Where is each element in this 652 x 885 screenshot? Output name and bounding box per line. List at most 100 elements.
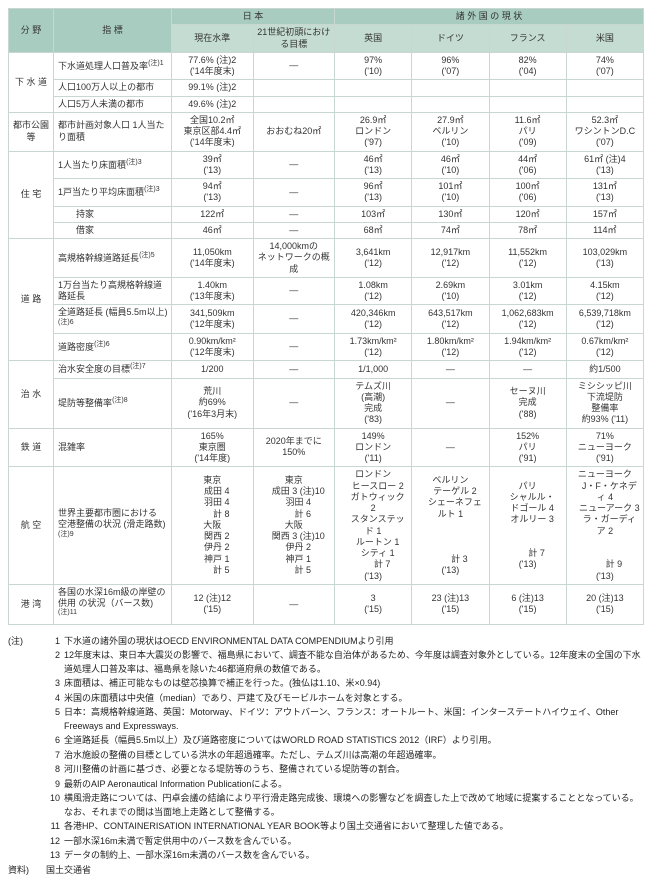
category-cell: 道 路 <box>9 239 54 361</box>
value-cell: 3.01km ('12) <box>489 277 566 305</box>
value-cell: — <box>253 584 335 624</box>
value-cell: 152% パリ ('91) <box>489 428 566 467</box>
indicator-cell: 堤防等整備率(注)8 <box>54 378 172 428</box>
value-cell: 1/200 <box>172 361 254 378</box>
value-cell: 1.73km/km² ('12) <box>335 333 412 361</box>
value-cell: 120㎡ <box>489 206 566 222</box>
note-item: 6全道路延長（幅員5.5m以上）及び道路密度についてはWORLD ROAD ST… <box>46 734 644 748</box>
category-cell: 都市公園等 <box>9 112 54 151</box>
value-cell: — <box>253 361 335 378</box>
value-cell: 23 (注)13 ('15) <box>412 584 489 624</box>
header-uk: 英国 <box>335 25 412 53</box>
value-cell: 82% ('04) <box>489 52 566 80</box>
value-cell: 1.80km/km² ('12) <box>412 333 489 361</box>
value-cell: パリ シャルル・ ドゴール 4 オルリー 3 計 7 ('13) <box>489 467 566 585</box>
value-cell: テムズ川 (高潮) 完成 ('83) <box>335 378 412 428</box>
value-cell: 11,552km ('12) <box>489 239 566 278</box>
value-cell: 74㎡ <box>412 222 489 238</box>
indicator-cell: 各国の水深16m級の岸壁の供用 の状況（バース数)(注)11 <box>54 584 172 624</box>
value-cell: — <box>253 277 335 305</box>
table-row: 港 湾各国の水深16m級の岸壁の供用 の状況（バース数)(注)1112 (注)1… <box>9 584 644 624</box>
notes-label: (注) <box>8 635 46 864</box>
value-cell: 71% ニューヨーク ('91) <box>566 428 643 467</box>
indicator-cell: 治水安全度の目標(注)7 <box>54 361 172 378</box>
value-cell: — <box>412 378 489 428</box>
category-cell: 港 湾 <box>9 584 54 624</box>
indicator-cell: 世界主要都市圏における 空港整備の状況 (滑走路数)(注)9 <box>54 467 172 585</box>
value-cell: 96㎡ ('13) <box>335 179 412 207</box>
value-cell: 46㎡ <box>172 222 254 238</box>
note-item: 4米国の床面積は中央値（median）であり、戸建て及びモービルホームを対象とす… <box>46 692 644 706</box>
value-cell <box>489 96 566 112</box>
note-item: 13データの制約上、一部水深16m未満のバース数を含んでいる。 <box>46 849 644 863</box>
table-row: 都市公園等都市計画対象人口 1人当たり面積全国10.2㎡ 東京区部4.4㎡ ('… <box>9 112 644 151</box>
notes-list: 1下水道の諸外国の現状はOECD ENVIRONMENTAL DATA COMP… <box>46 635 644 864</box>
value-cell: 46㎡ ('13) <box>335 151 412 179</box>
indicator-cell: 下水道処理人口普及率(注)1 <box>54 52 172 80</box>
value-cell: — <box>253 151 335 179</box>
value-cell <box>566 80 643 96</box>
source-label: 資料) <box>8 864 46 878</box>
value-cell: 122㎡ <box>172 206 254 222</box>
value-cell: 3 ('15) <box>335 584 412 624</box>
value-cell: 420,346km ('12) <box>335 305 412 334</box>
value-cell: 11,050km ('14年度末) <box>172 239 254 278</box>
value-cell: — <box>253 378 335 428</box>
value-cell: 2.69km ('10) <box>412 277 489 305</box>
value-cell: 68㎡ <box>335 222 412 238</box>
table-row: 治 水治水安全度の目標(注)71/200—1/1,000——約1/500 <box>9 361 644 378</box>
value-cell: 165% 東京圏 ('14年度) <box>172 428 254 467</box>
category-cell: 航 空 <box>9 467 54 585</box>
source-text: 国土交通省 <box>46 864 644 878</box>
note-item: 11各港HP、CONTAINERISATION INTERNATIONAL YE… <box>46 820 644 834</box>
value-cell <box>253 96 335 112</box>
note-item: 12一部水深16m未満で暫定供用中のバース数を含んでいる。 <box>46 835 644 849</box>
value-cell <box>412 80 489 96</box>
value-cell: 1.94km/km² ('12) <box>489 333 566 361</box>
table-row: 下 水 道下水道処理人口普及率(注)177.6% (注)2 ('14年度末)—9… <box>9 52 644 80</box>
table-row: 堤防等整備率(注)8荒川 約69% ('16年3月末)—テムズ川 (高潮) 完成… <box>9 378 644 428</box>
value-cell: 約1/500 <box>566 361 643 378</box>
indicator-cell: 持家 <box>54 206 172 222</box>
value-cell: 2020年までに 150% <box>253 428 335 467</box>
indicator-cell: 道路密度(注)6 <box>54 333 172 361</box>
value-cell: — <box>412 428 489 467</box>
header-current: 現在水準 <box>172 25 254 53</box>
value-cell: 157㎡ <box>566 206 643 222</box>
value-cell: 52.3㎡ ワシントンD.C ('07) <box>566 112 643 151</box>
value-cell: 101㎡ ('10) <box>412 179 489 207</box>
value-cell: 26.9㎡ ロンドン ('97) <box>335 112 412 151</box>
indicator-cell: 高規格幹線道路延長(注)5 <box>54 239 172 278</box>
value-cell: ミシシッピ川 下流堤防 整備率 約93% ('11) <box>566 378 643 428</box>
value-cell: ベルリン テーゲル 2 シェーネフェルト 1 計 3 ('13) <box>412 467 489 585</box>
indicator-cell: 混雑率 <box>54 428 172 467</box>
indicator-cell: 1万台当たり高規格幹線道路延長 <box>54 277 172 305</box>
value-cell: 39㎡ ('13) <box>172 151 254 179</box>
table-row: 全道路延長 (幅員5.5m以上)(注)6341,509km ('12年度末)—4… <box>9 305 644 334</box>
note-item: 9最新のAIP Aeronautical Information Publica… <box>46 778 644 792</box>
note-item: 3床面積は、補正可能なものは壁芯換算で補正を行った。(独仏は1.10、米×0.9… <box>46 677 644 691</box>
value-cell: — <box>253 206 335 222</box>
value-cell: 131㎡ ('13) <box>566 179 643 207</box>
indicator-cell: 1戸当たり平均床面積(注)3 <box>54 179 172 207</box>
value-cell: 20 (注)13 ('15) <box>566 584 643 624</box>
category-cell: 下 水 道 <box>9 52 54 112</box>
value-cell: 99.1% (注)2 <box>172 80 254 96</box>
value-cell: 6 (注)13 ('15) <box>489 584 566 624</box>
value-cell: — <box>253 333 335 361</box>
value-cell: 61㎡ (注)4 ('13) <box>566 151 643 179</box>
value-cell: 0.90km/km² ('12年度末) <box>172 333 254 361</box>
header-field: 分 野 <box>9 9 54 53</box>
table-row: 鉄 道混雑率165% 東京圏 ('14年度)2020年までに 150%149% … <box>9 428 644 467</box>
value-cell: セーヌ川 完成 ('88) <box>489 378 566 428</box>
value-cell: 1,062,683km ('12) <box>489 305 566 334</box>
value-cell: — <box>489 361 566 378</box>
value-cell: 130㎡ <box>412 206 489 222</box>
table-row: 持家122㎡—103㎡130㎡120㎡157㎡ <box>9 206 644 222</box>
table-row: 道路密度(注)60.90km/km² ('12年度末)—1.73km/km² (… <box>9 333 644 361</box>
value-cell: ニューヨーク J・F・ケネディ 4 ニューアーク 3 ラ・ガーディア 2 計 9… <box>566 467 643 585</box>
header-japan: 日 本 <box>172 9 335 25</box>
value-cell: 6,539,718km ('12) <box>566 305 643 334</box>
value-cell: 27.9㎡ ベルリン ('10) <box>412 112 489 151</box>
value-cell: 103,029km ('13) <box>566 239 643 278</box>
